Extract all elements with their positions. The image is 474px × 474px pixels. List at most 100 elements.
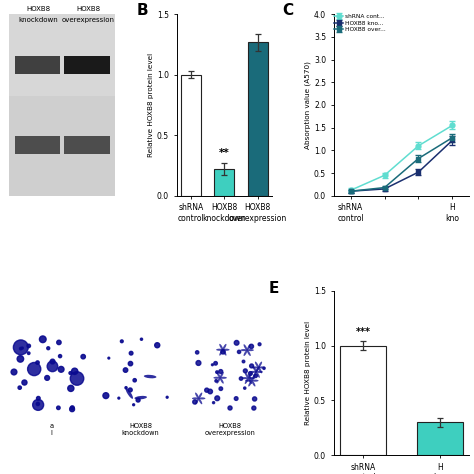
Text: a
l: a l	[49, 423, 54, 437]
Ellipse shape	[247, 344, 251, 350]
Circle shape	[39, 336, 46, 343]
Bar	[9, 96, 115, 196]
Circle shape	[70, 407, 74, 411]
Circle shape	[205, 388, 209, 392]
Text: C: C	[282, 3, 293, 18]
Circle shape	[215, 396, 219, 401]
Circle shape	[21, 347, 23, 349]
Ellipse shape	[248, 375, 252, 381]
Circle shape	[234, 340, 239, 345]
Circle shape	[212, 401, 215, 404]
Ellipse shape	[195, 392, 199, 399]
Circle shape	[33, 400, 44, 410]
Circle shape	[252, 406, 256, 410]
Y-axis label: Absorption value (A570): Absorption value (A570)	[305, 61, 311, 149]
Circle shape	[50, 359, 55, 364]
Circle shape	[120, 340, 123, 343]
Circle shape	[36, 361, 39, 365]
Text: HOXB8: HOXB8	[26, 7, 50, 12]
Ellipse shape	[245, 378, 248, 384]
Bar	[340, 346, 386, 455]
Circle shape	[70, 372, 84, 385]
Circle shape	[253, 397, 257, 401]
Circle shape	[208, 389, 212, 394]
Ellipse shape	[217, 372, 220, 378]
Ellipse shape	[192, 397, 199, 400]
Circle shape	[18, 386, 21, 389]
Circle shape	[214, 362, 218, 365]
Y-axis label: Relative HOXB8 protein level: Relative HOXB8 protein level	[305, 321, 311, 425]
Ellipse shape	[258, 366, 265, 368]
Circle shape	[211, 364, 213, 365]
Circle shape	[248, 372, 252, 375]
Bar	[214, 169, 234, 196]
Circle shape	[254, 374, 257, 378]
Circle shape	[58, 366, 64, 372]
Circle shape	[68, 385, 74, 392]
Ellipse shape	[255, 362, 259, 367]
Ellipse shape	[199, 398, 202, 404]
Ellipse shape	[245, 372, 248, 378]
Circle shape	[196, 361, 201, 365]
Ellipse shape	[248, 378, 252, 384]
Ellipse shape	[245, 380, 252, 382]
Circle shape	[27, 363, 41, 375]
Ellipse shape	[244, 344, 247, 350]
Circle shape	[239, 377, 243, 380]
Ellipse shape	[199, 397, 205, 400]
Ellipse shape	[248, 372, 252, 378]
Ellipse shape	[126, 388, 133, 399]
Circle shape	[155, 343, 160, 348]
Circle shape	[129, 351, 133, 355]
Ellipse shape	[253, 366, 256, 372]
Ellipse shape	[256, 366, 260, 372]
Circle shape	[219, 387, 223, 391]
Circle shape	[221, 350, 225, 354]
Circle shape	[243, 369, 247, 373]
Circle shape	[36, 396, 40, 400]
Circle shape	[17, 356, 24, 362]
Circle shape	[193, 400, 197, 404]
Ellipse shape	[258, 367, 262, 374]
Bar	[64, 56, 109, 74]
Circle shape	[81, 355, 85, 359]
Circle shape	[22, 380, 27, 385]
Y-axis label: Relative HOXB8 protein level: Relative HOXB8 protein level	[148, 53, 154, 157]
Circle shape	[125, 387, 127, 389]
Text: HOXB8: HOXB8	[76, 7, 100, 12]
Circle shape	[133, 379, 137, 382]
Circle shape	[118, 397, 120, 399]
Circle shape	[128, 361, 133, 366]
Circle shape	[27, 344, 30, 347]
Ellipse shape	[258, 362, 262, 367]
Circle shape	[70, 406, 74, 410]
Circle shape	[234, 397, 238, 401]
Ellipse shape	[252, 381, 255, 386]
Ellipse shape	[252, 375, 255, 381]
Text: HOXB8
knockdown: HOXB8 knockdown	[122, 423, 160, 437]
Ellipse shape	[220, 378, 224, 383]
Circle shape	[263, 367, 265, 369]
Ellipse shape	[219, 350, 223, 356]
Circle shape	[69, 372, 72, 374]
Circle shape	[58, 355, 62, 358]
Ellipse shape	[256, 372, 260, 378]
Ellipse shape	[144, 375, 156, 378]
Circle shape	[128, 388, 132, 392]
Circle shape	[219, 370, 223, 374]
Text: ***: ***	[356, 327, 371, 337]
Ellipse shape	[223, 349, 229, 351]
Circle shape	[13, 340, 28, 355]
Circle shape	[27, 352, 30, 355]
Legend: shRNA cont..., HOXB8 kno..., HOXB8 over...: shRNA cont..., HOXB8 kno..., HOXB8 over.…	[334, 13, 386, 33]
Circle shape	[47, 347, 50, 350]
Circle shape	[242, 360, 245, 363]
Bar	[181, 75, 201, 196]
Text: **: **	[219, 148, 230, 158]
Circle shape	[166, 396, 168, 398]
Text: B: B	[137, 3, 148, 18]
Ellipse shape	[219, 344, 223, 350]
Circle shape	[133, 404, 135, 406]
Ellipse shape	[199, 392, 202, 399]
Circle shape	[36, 402, 39, 406]
